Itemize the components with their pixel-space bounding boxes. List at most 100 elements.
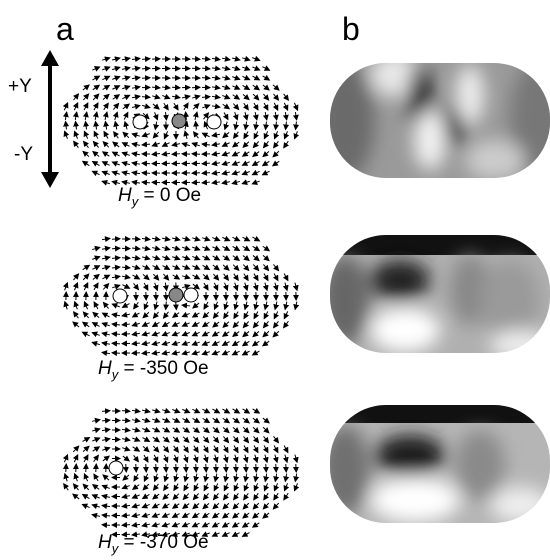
spin-arrow: [122, 448, 130, 451]
spin-arrow: [142, 105, 150, 107]
spin-arrow: [222, 153, 230, 156]
spin-arrow: [223, 418, 230, 423]
spin-arrow: [84, 141, 89, 147]
spin-arrow: [74, 141, 79, 147]
spin-arrow: [234, 274, 238, 281]
spin-arrow: [223, 436, 228, 442]
spin-arrow: [213, 523, 220, 527]
spin-arrow: [205, 455, 208, 463]
spin-arrow: [76, 122, 77, 130]
spin-arrow: [74, 131, 77, 138]
spin-arrow: [94, 474, 98, 481]
spin-arrow: [74, 312, 79, 318]
spin-arrow: [225, 474, 227, 482]
spin-arrow: [243, 256, 249, 261]
spin-arrow: [152, 343, 160, 345]
spin-arrow: [242, 533, 249, 537]
spin-arrow: [143, 438, 150, 442]
spin-arrow: [263, 341, 269, 346]
spin-arrow: [112, 86, 119, 90]
spin-arrow: [86, 122, 87, 130]
spin-arrow: [265, 474, 266, 482]
spin-arrow: [113, 95, 120, 100]
spin-arrow: [142, 333, 150, 335]
spin-arrow: [74, 283, 77, 290]
spin-arrow: [253, 152, 259, 157]
spin-arrow: [212, 351, 219, 354]
spin-arrow: [153, 322, 160, 326]
spin-arrow: [122, 267, 130, 268]
spin-arrow: [263, 85, 269, 90]
spin-arrow: [243, 152, 250, 156]
spin-arrow: [142, 182, 150, 183]
spin-arrow: [132, 68, 140, 69]
spin-arrow: [192, 352, 200, 354]
spin-arrow: [84, 131, 87, 138]
spin-arrow: [192, 266, 199, 269]
spin-arrow: [152, 238, 160, 239]
spin-arrow: [213, 312, 218, 318]
spin-arrow: [163, 446, 168, 452]
spin-arrow: [202, 342, 209, 345]
spin-arrow: [92, 515, 100, 517]
spin-arrow: [95, 112, 97, 120]
spin-arrow: [224, 113, 228, 120]
spin-arrow: [122, 182, 130, 184]
axis-label: -Y: [14, 144, 33, 165]
spin-arrow: [212, 247, 219, 250]
spin-arrow: [252, 181, 259, 184]
spin-arrow: [93, 161, 100, 165]
spin-arrow: [233, 418, 240, 423]
spin-arrow: [182, 257, 190, 260]
spin-arrow: [182, 238, 190, 240]
spin-arrow: [164, 103, 168, 110]
spin-arrow: [153, 446, 158, 452]
spin-arrow: [94, 283, 98, 290]
spin-arrow: [275, 474, 276, 482]
spin-arrow: [122, 162, 130, 164]
spin-arrow: [193, 303, 199, 308]
spin-arrow: [253, 331, 259, 336]
spin-arrow: [234, 483, 237, 490]
spin-arrow: [285, 455, 287, 463]
spin-arrow: [142, 97, 150, 98]
spin-arrow: [85, 112, 87, 120]
spin-arrow: [152, 504, 159, 508]
spin-arrow: [192, 332, 199, 335]
spin-arrow: [132, 105, 140, 107]
spin-arrow: [102, 439, 110, 441]
spin-arrow: [274, 445, 278, 452]
spin-arrow: [65, 283, 68, 290]
spin-arrow: [263, 503, 268, 509]
spin-arrow: [163, 437, 169, 442]
spin-arrow: [273, 503, 278, 509]
spin-arrow: [254, 274, 258, 281]
spin-arrow: [233, 503, 239, 509]
spin-arrow: [203, 265, 210, 269]
spin-arrow: [264, 311, 268, 318]
spin-arrow: [102, 67, 109, 70]
spin-arrow: [294, 103, 297, 110]
spin-arrow: [182, 323, 189, 326]
spin-arrow: [202, 256, 209, 260]
spin-arrow: [102, 448, 110, 451]
spin-arrow: [132, 420, 140, 422]
spin-arrow: [132, 144, 140, 146]
spin-arrow: [212, 153, 220, 154]
spin-arrow: [244, 483, 247, 490]
spin-arrow: [202, 182, 210, 183]
spin-arrow: [134, 474, 138, 481]
spin-arrow: [172, 514, 179, 518]
spin-arrow: [84, 283, 88, 290]
spin-arrow: [193, 418, 200, 422]
spin-arrow: [275, 112, 276, 120]
spin-arrow: [152, 248, 160, 250]
spin-arrow: [183, 513, 190, 517]
spin-arrow: [174, 103, 178, 110]
spin-arrow: [172, 419, 179, 423]
spin-arrow: [122, 77, 130, 79]
spin-arrow: [153, 494, 159, 499]
spin-arrow: [94, 103, 98, 110]
spin-arrow: [102, 429, 110, 430]
spin-arrow: [102, 76, 109, 79]
